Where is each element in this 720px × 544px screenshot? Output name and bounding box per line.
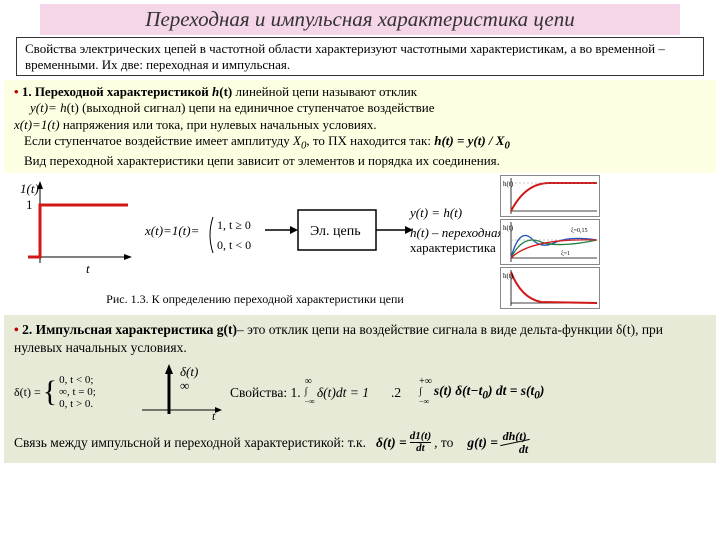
response-plots: h(t) h(t) ξ=0,15 ξ=1 h(t)	[500, 175, 710, 311]
step-diagram: 1(t) 1 t x(t)=1(t)= 1, t ≥ 0 0, t < 0 Эл…	[10, 175, 500, 290]
diagram-row: 1(t) 1 t x(t)=1(t)= 1, t ≥ 0 0, t < 0 Эл…	[0, 175, 720, 311]
svg-text:0, t < 0: 0, t < 0	[217, 238, 251, 252]
bullet-icon: •	[14, 84, 22, 99]
page-title: Переходная и импульсная характеристика ц…	[40, 4, 680, 35]
svg-text:1: 1	[26, 197, 33, 212]
svg-text:ξ=0,15: ξ=0,15	[571, 228, 588, 234]
svg-text:1(t): 1(t)	[20, 181, 39, 196]
svg-text:∞: ∞	[180, 378, 189, 393]
delta-plot: δ(t) ∞ t	[134, 362, 224, 422]
svg-text:ξ=1: ξ=1	[561, 251, 570, 257]
bullet-icon: •	[14, 322, 22, 337]
intro-box: Свойства электрических цепей в частотной…	[16, 37, 704, 76]
svg-text:x(t)=1(t)=: x(t)=1(t)=	[144, 223, 199, 238]
svg-text:1, t ≥ 0: 1, t ≥ 0	[217, 218, 251, 232]
svg-text:характеристика: характеристика	[410, 240, 496, 255]
svg-text:h(t): h(t)	[503, 180, 514, 188]
svg-text:h(t): h(t)	[503, 272, 514, 280]
svg-text:δ(t): δ(t)	[180, 364, 198, 379]
s1-head: 1. Переходной характеристикой	[22, 84, 212, 99]
svg-text:h(t): h(t)	[503, 224, 514, 232]
svg-text:y(t) = h(t): y(t) = h(t)	[408, 205, 462, 220]
section-step-response: • 1. Переходной характеристикой h(t) лин…	[4, 80, 716, 173]
diagram-caption: Рис. 1.3. К определению переходной харак…	[10, 292, 500, 307]
section-impulse-response: • 2. Импульсная характеристика g(t)– это…	[4, 315, 716, 463]
svg-text:Эл. цепь: Эл. цепь	[310, 224, 361, 239]
svg-text:h(t) – переходная: h(t) – переходная	[410, 225, 500, 240]
svg-text:t: t	[86, 261, 90, 276]
